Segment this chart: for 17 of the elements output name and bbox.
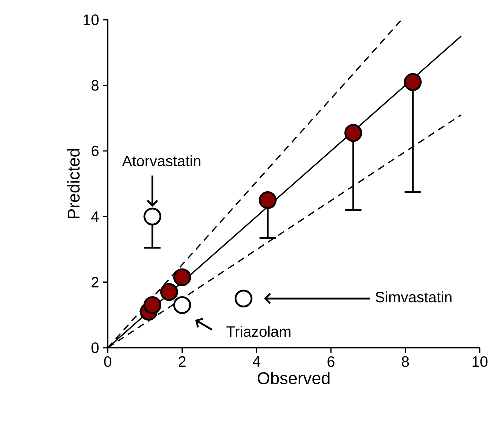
x-tick-label: 10 (472, 356, 488, 368)
annotation: Atorvastatin (122, 156, 201, 167)
x-tick-label: 0 (104, 356, 112, 368)
y-tick-label: 6 (92, 146, 99, 156)
y-tick-label: 4 (91, 212, 100, 222)
x-axis-title: Observed (258, 372, 330, 384)
annotation: Triazolam (226, 326, 291, 338)
x-tick-label: 6 (328, 356, 335, 368)
y-axis-title: Predicted (67, 149, 80, 219)
x-tick-label: 2 (178, 356, 186, 367)
x-tick-label: 4 (252, 356, 261, 367)
y-tick-label: 0 (92, 342, 99, 354)
x-tick-label: 8 (402, 356, 410, 368)
y-tick-label: 8 (92, 80, 99, 91)
y-tick-label: 10 (84, 14, 99, 26)
annotation: Simvastatin (376, 292, 452, 303)
y-tick-label: 2 (92, 277, 99, 288)
